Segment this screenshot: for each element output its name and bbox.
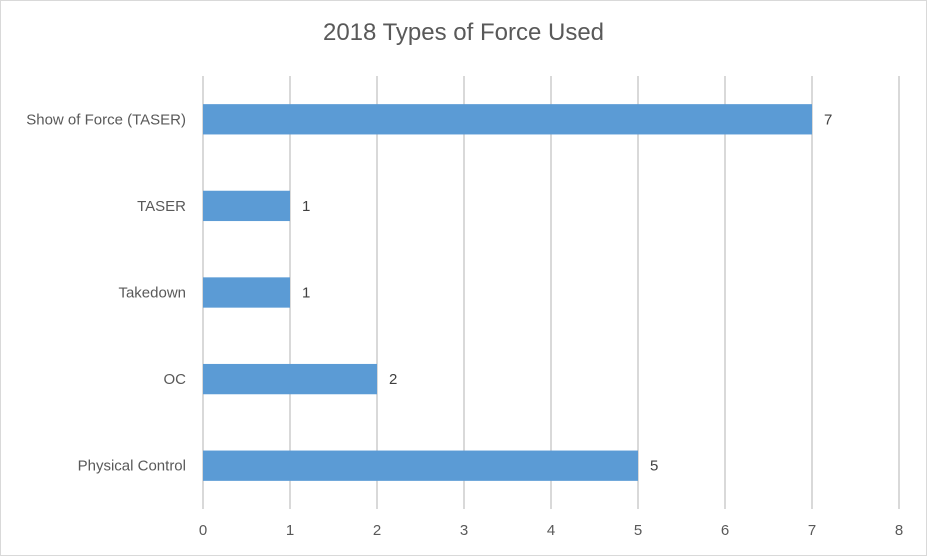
x-tick-label: 0 [199,522,207,539]
x-tick-label: 7 [808,522,816,539]
y-category-label: Show of Force (TASER) [26,111,186,128]
chart-title: 2018 Types of Force Used [322,19,605,46]
data-label: 5 [650,458,658,475]
bar [203,104,812,135]
x-tick-label: 6 [721,522,729,539]
bars [203,104,812,481]
bar [203,277,290,308]
x-tick-label: 5 [634,522,642,539]
labels: 0 1 2 3 4 5 6 7 8 Show of Force (TASER) 7 TASER 1 Tak… [26,111,903,539]
bar [203,363,377,395]
y-category-label: Takedown [118,285,186,302]
x-tick-label: 4 [547,522,555,539]
bar [203,450,638,481]
y-category-label: TASER [137,198,186,215]
data-label: 1 [302,285,310,302]
data-label: 7 [824,111,832,128]
y-category-label: Physical Control [78,458,186,475]
y-category-label: OC [164,371,187,388]
x-tick-label: 3 [460,522,468,539]
data-label: 2 [389,371,397,388]
x-tick-label: 1 [286,522,294,539]
x-tick-label: 8 [895,522,903,539]
x-tick-label: 2 [373,522,381,539]
data-label: 1 [302,198,310,215]
bar [203,190,290,222]
